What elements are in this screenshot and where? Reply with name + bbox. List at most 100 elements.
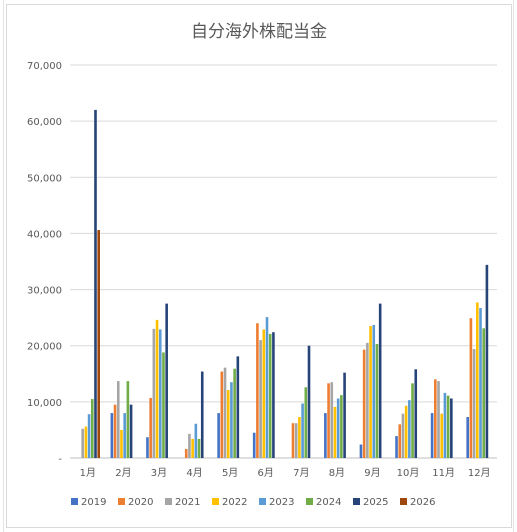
bar-2025[interactable] <box>272 332 275 458</box>
bar-2021[interactable] <box>223 367 227 458</box>
y-tick-label: 20,000 <box>27 342 62 353</box>
bar-2022[interactable] <box>404 405 408 458</box>
bar-2021[interactable] <box>152 328 156 458</box>
bar-2020[interactable] <box>398 424 402 458</box>
bar-2024[interactable] <box>197 438 201 458</box>
bar-2021[interactable] <box>437 381 440 458</box>
bar-2019[interactable] <box>217 413 220 458</box>
bar-2024[interactable] <box>233 368 236 458</box>
legend-label: 2025 <box>363 497 388 508</box>
bar-2022[interactable] <box>226 390 230 458</box>
y-tick-label: 40,000 <box>27 229 62 240</box>
bar-2025[interactable] <box>200 371 204 458</box>
bar-2023[interactable] <box>194 423 198 458</box>
bar-2023[interactable] <box>123 413 126 458</box>
bar-2021[interactable] <box>330 382 334 458</box>
bar-2025[interactable] <box>129 404 133 458</box>
bar-2023[interactable] <box>408 400 411 458</box>
bar-2024[interactable] <box>446 395 450 458</box>
bar-2021[interactable] <box>401 413 405 458</box>
x-tick-label: 6月 <box>258 467 274 479</box>
bar-2021[interactable] <box>81 428 84 458</box>
bar-2019[interactable] <box>146 437 149 458</box>
bar-2023[interactable] <box>301 403 304 458</box>
bar-2025[interactable] <box>343 372 346 458</box>
x-tick-label: 5月 <box>222 467 238 479</box>
legend-label: 2021 <box>175 497 200 508</box>
legend-swatch <box>118 498 125 505</box>
bar-2022[interactable] <box>333 406 337 458</box>
bar-2020[interactable] <box>256 323 259 458</box>
bar-2023[interactable] <box>265 317 269 458</box>
bar-2023[interactable] <box>87 414 91 458</box>
bar-2022[interactable] <box>191 438 194 458</box>
bar-2020[interactable] <box>149 397 152 458</box>
gridlines <box>70 64 497 459</box>
bar-2024[interactable] <box>482 328 486 458</box>
x-tick-label: 8月 <box>329 467 345 479</box>
bar-2024[interactable] <box>162 352 165 458</box>
bar-2022[interactable] <box>262 329 266 458</box>
legend-label: 2022 <box>222 497 247 508</box>
bar-2020[interactable] <box>113 404 117 458</box>
legend-swatch <box>400 498 407 505</box>
bar-chart: 自分海外株配当金 - 10,000 20,000 30,000 40,000 50,000… <box>27 22 497 508</box>
legend-swatch <box>212 498 219 505</box>
bar-2020[interactable] <box>469 318 473 458</box>
bar-2020[interactable] <box>220 371 224 458</box>
bar-2025[interactable] <box>450 398 453 458</box>
bar-2021[interactable] <box>188 433 191 458</box>
bar-2021[interactable] <box>116 381 120 458</box>
legend-label: 2024 <box>316 497 341 508</box>
bar-2025[interactable] <box>165 303 168 458</box>
bar-2023[interactable] <box>479 308 482 458</box>
bar-2019[interactable] <box>430 413 434 458</box>
bar-2023[interactable] <box>336 398 340 458</box>
bar-2026[interactable] <box>97 230 101 458</box>
bar-2019[interactable] <box>324 413 327 458</box>
bar-2022[interactable] <box>120 429 123 458</box>
bar-2025[interactable] <box>236 356 240 458</box>
bar-2020[interactable] <box>434 379 437 458</box>
bar-2024[interactable] <box>304 387 308 458</box>
bar-2023[interactable] <box>158 329 162 458</box>
bar-2022[interactable] <box>298 417 301 458</box>
bar-2024[interactable] <box>375 344 379 458</box>
bar-2025[interactable] <box>378 303 382 458</box>
bar-2023[interactable] <box>443 392 447 458</box>
bar-2024[interactable] <box>268 333 272 458</box>
bar-2019[interactable] <box>252 432 256 458</box>
bar-2020[interactable] <box>184 449 188 458</box>
bar-2024[interactable] <box>411 383 414 458</box>
bar-2021[interactable] <box>294 423 298 458</box>
bar-2024[interactable] <box>90 399 94 458</box>
bar-2022[interactable] <box>476 302 479 458</box>
bar-2022[interactable] <box>369 326 372 458</box>
bar-2023[interactable] <box>230 382 233 458</box>
bar-2025[interactable] <box>307 345 311 458</box>
bar-2021[interactable] <box>259 340 262 458</box>
bar-2025[interactable] <box>94 109 97 459</box>
bar-2020[interactable] <box>291 423 295 458</box>
bar-2020[interactable] <box>362 349 366 458</box>
chart-area[interactable]: 自分海外株配当金 - 10,000 20,000 30,000 40,000 50,000… <box>6 4 512 528</box>
bar-2021[interactable] <box>472 349 476 458</box>
x-tick-label: 3月 <box>151 467 167 479</box>
bar-2022[interactable] <box>440 413 444 458</box>
bar-2019[interactable] <box>110 413 114 458</box>
bar-2019[interactable] <box>359 444 363 458</box>
chart-title: 自分海外株配当金 <box>191 22 327 42</box>
bar-2025[interactable] <box>485 264 489 458</box>
bar-2024[interactable] <box>126 381 130 458</box>
bar-2023[interactable] <box>372 324 376 458</box>
bar-2024[interactable] <box>340 395 343 458</box>
bar-2025[interactable] <box>414 369 418 458</box>
bar-2019[interactable] <box>466 417 470 458</box>
bar-2022[interactable] <box>84 426 88 458</box>
bar-2022[interactable] <box>155 319 159 458</box>
x-tick-label: 2月 <box>115 467 131 479</box>
bar-2021[interactable] <box>366 342 369 458</box>
bar-2019[interactable] <box>395 436 398 458</box>
bar-2020[interactable] <box>327 383 330 458</box>
